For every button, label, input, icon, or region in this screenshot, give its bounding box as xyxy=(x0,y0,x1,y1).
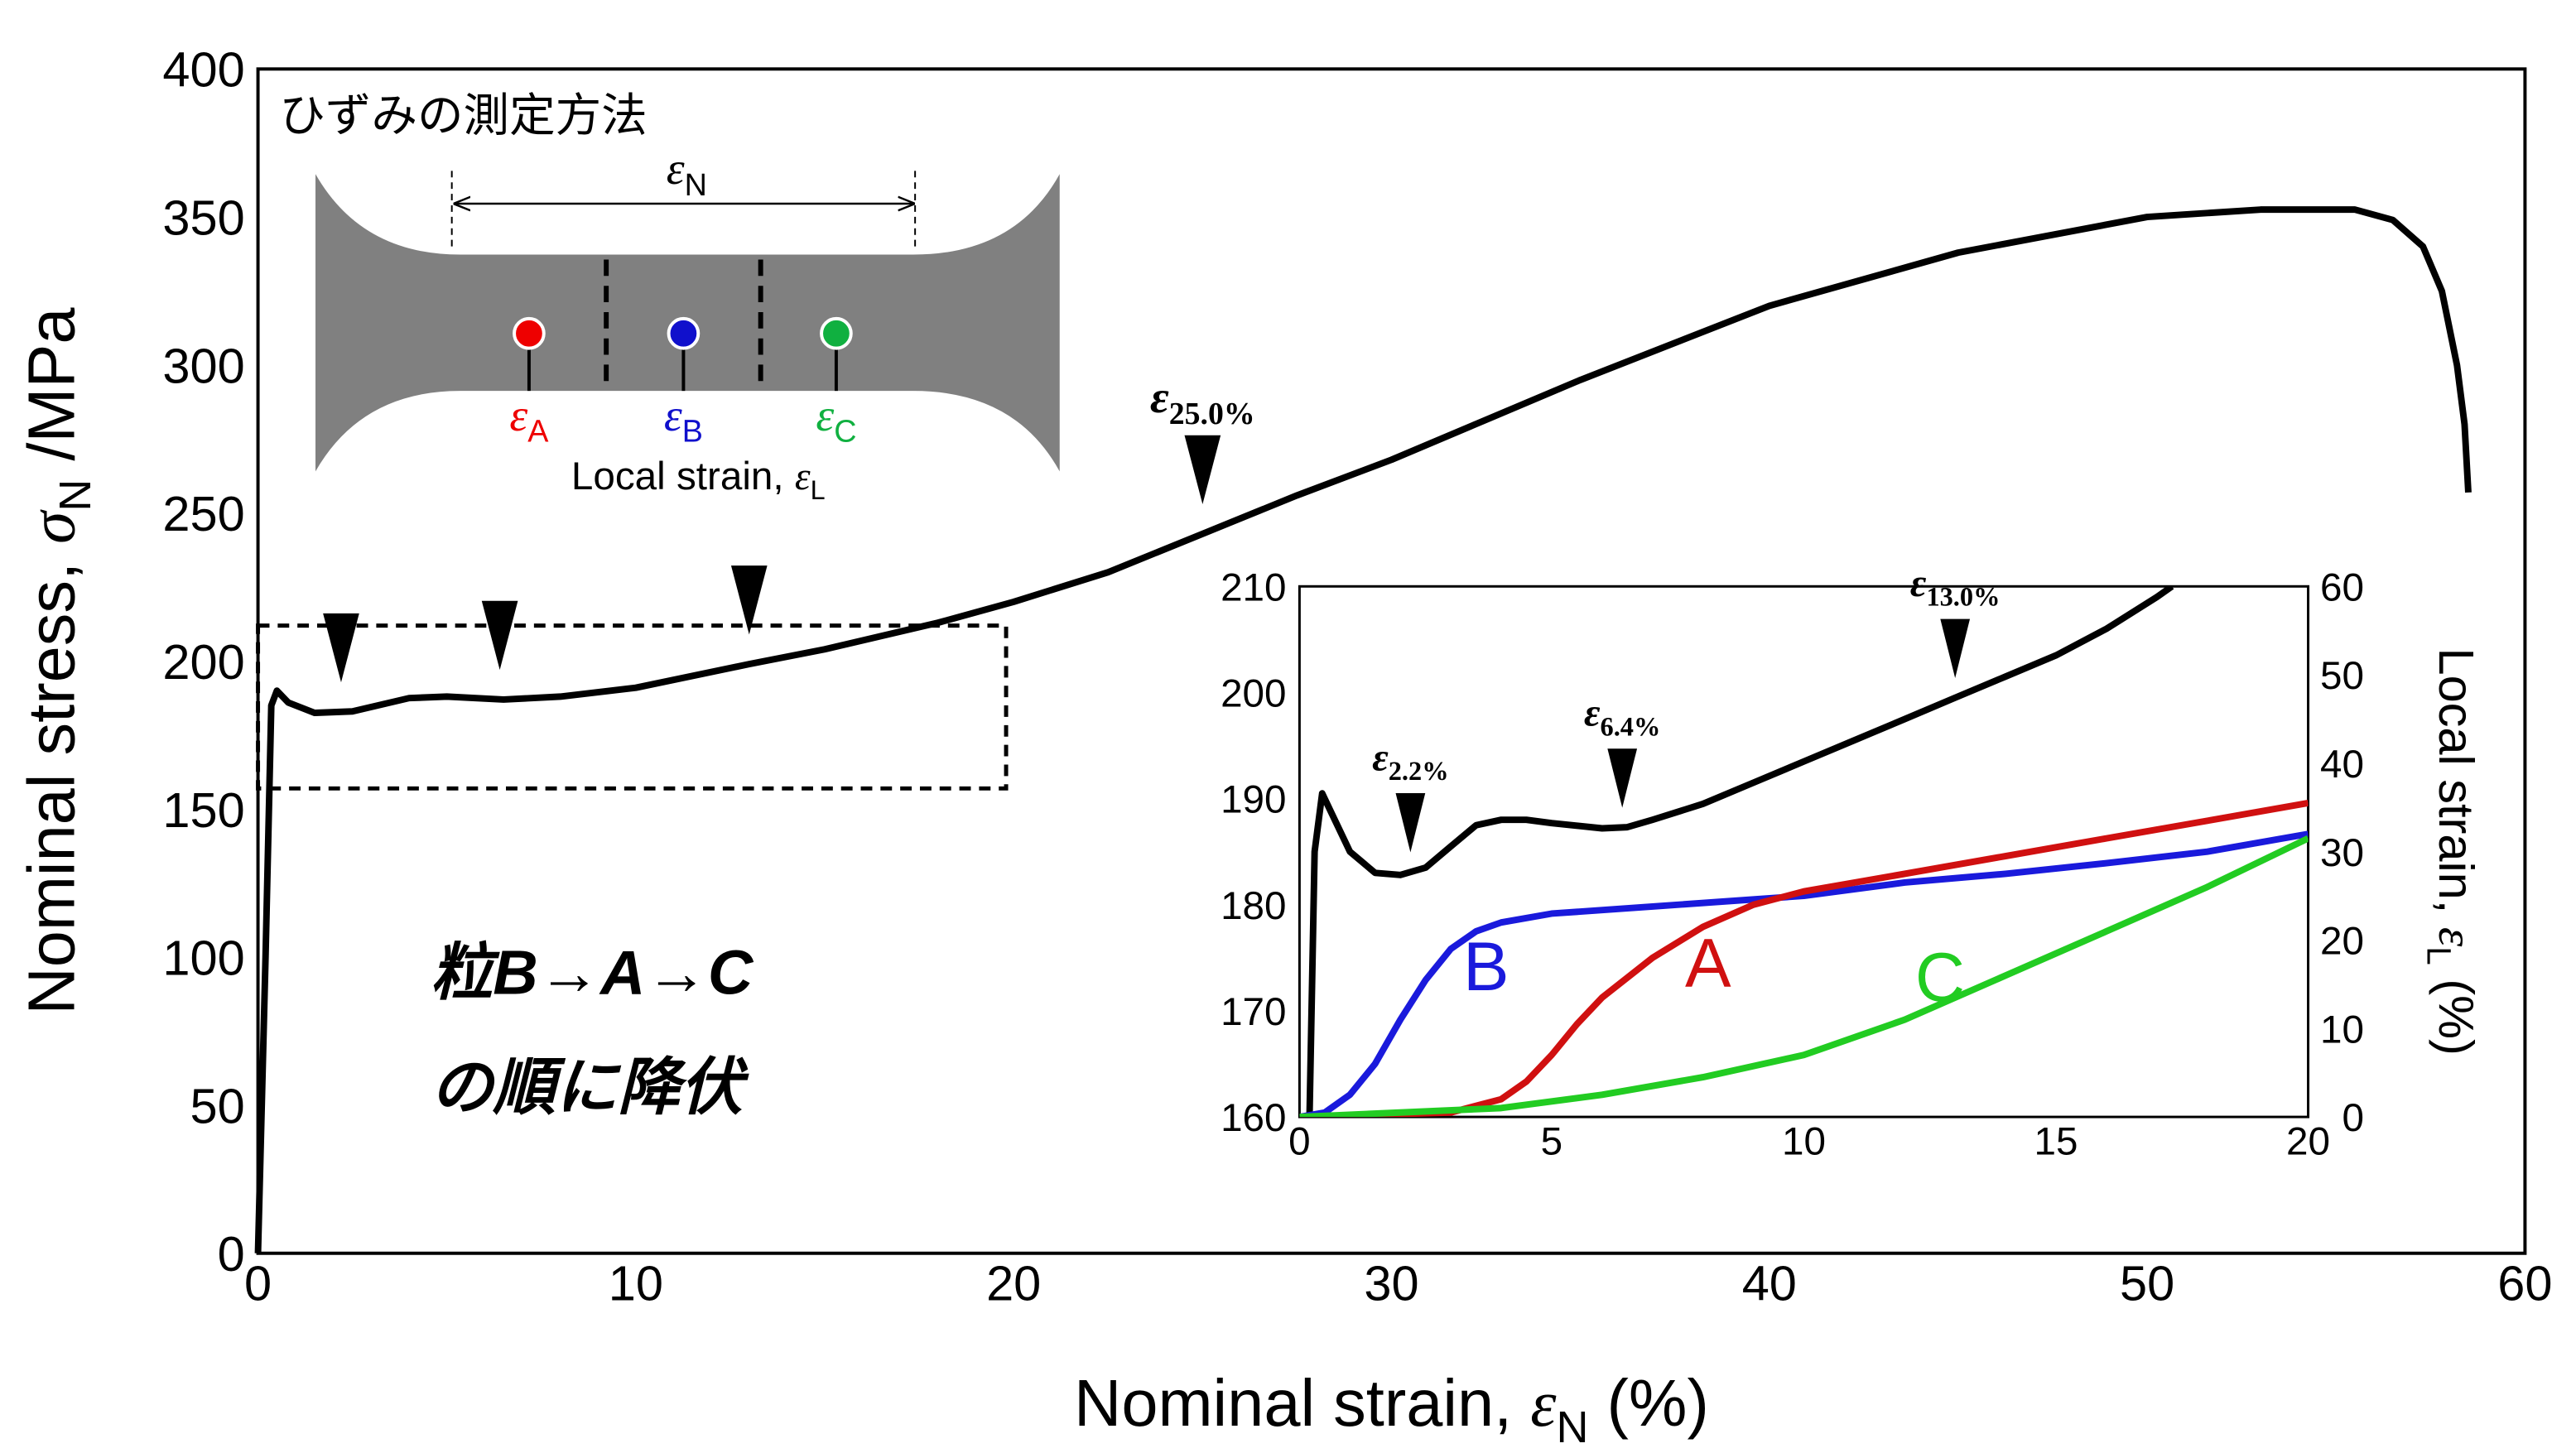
strain-marker xyxy=(1185,435,1221,504)
x-tick-label: 15 xyxy=(2034,1119,2078,1163)
y-tick-label: 0 xyxy=(218,1226,245,1282)
y-axis-label-part: Nominal stress, xyxy=(14,544,88,1015)
y-tick-label: 190 xyxy=(1221,778,1286,822)
y2-tick-label: 50 xyxy=(2320,654,2364,698)
annotation: の順に降伏 xyxy=(431,1052,750,1122)
gauge-label: εN xyxy=(667,143,707,203)
x-tick-label: 40 xyxy=(1742,1255,1797,1311)
x-tick-label: 10 xyxy=(1782,1119,1826,1163)
schematic-caption-part: L xyxy=(811,475,826,505)
series-label: A xyxy=(1685,925,1731,1002)
x-axis-label-part: Nominal strain, xyxy=(1074,1366,1530,1440)
y2-tick-label: 40 xyxy=(2320,743,2364,787)
point-label-part: ε xyxy=(509,390,527,441)
y-tick-label: 100 xyxy=(162,931,244,986)
measure-point xyxy=(821,319,851,349)
measure-point xyxy=(669,319,699,349)
y2-tick-label: 10 xyxy=(2320,1008,2364,1051)
point-label: εC xyxy=(816,390,856,450)
x-tick-label: 10 xyxy=(609,1255,663,1311)
x-tick-label: 30 xyxy=(1364,1255,1418,1311)
y2-axis-label: Local strain, εL (%) xyxy=(2420,647,2484,1055)
y-axis-label-part: /MPa xyxy=(14,307,88,479)
y-tick-label: 170 xyxy=(1221,990,1286,1034)
marker-label-part: 6.4% xyxy=(1601,712,1661,742)
x-axis-label-part: (%) xyxy=(1588,1366,1708,1440)
point-label-part: ε xyxy=(816,390,834,441)
gauge-label-part: N xyxy=(685,168,707,203)
marker-label-part: ε xyxy=(1150,372,1169,423)
marker-label-part: 13.0% xyxy=(1926,583,2000,613)
x-tick-label: 50 xyxy=(2120,1255,2174,1311)
inset-frame xyxy=(1299,586,2308,1117)
schematic-title: ひずみの測定方法 xyxy=(279,90,647,142)
x-tick-label: 0 xyxy=(244,1255,272,1311)
y-tick-label: 180 xyxy=(1221,884,1286,928)
marker-label-part: ε xyxy=(1584,691,1601,734)
y-tick-label: 210 xyxy=(1221,565,1286,609)
y-tick-label: 50 xyxy=(190,1078,245,1133)
marker-label-part: 2.2% xyxy=(1389,757,1449,787)
measure-point xyxy=(514,319,544,349)
y-tick-label: 160 xyxy=(1221,1096,1286,1140)
point-label: εB xyxy=(664,390,703,450)
y2-axis-label-part: (%) xyxy=(2429,965,2484,1056)
point-label-part: ε xyxy=(664,390,682,441)
page: { "chart_data": [ { "type": "line", "x_l… xyxy=(0,0,2576,1453)
y-axis-label-part: N xyxy=(51,479,100,512)
y-tick-label: 400 xyxy=(162,42,244,98)
point-label-part: A xyxy=(527,415,549,450)
schematic-caption: Local strain, εL xyxy=(571,455,826,505)
x-axis-label-part: ε xyxy=(1530,1368,1557,1441)
y-tick-label: 300 xyxy=(162,338,244,393)
schematic-caption-part: ε xyxy=(795,455,811,498)
x-tick-label: 20 xyxy=(2286,1119,2330,1163)
point-label: εA xyxy=(509,390,549,450)
y-tick-label: 200 xyxy=(1221,672,1286,716)
y2-tick-label: 20 xyxy=(2320,920,2364,964)
x-tick-label: 0 xyxy=(1288,1119,1310,1163)
x-tick-label: 5 xyxy=(1541,1119,1562,1163)
x-tick-label: 60 xyxy=(2497,1255,2552,1311)
y-tick-label: 350 xyxy=(162,190,244,246)
x-axis-label-part: N xyxy=(1557,1402,1589,1452)
y-axis-label: Nominal stress, σN /MPa xyxy=(14,307,100,1015)
marker-label: ε25.0% xyxy=(1150,372,1255,431)
marker-label: ε13.0% xyxy=(1910,562,2001,613)
y2-tick-label: 30 xyxy=(2320,831,2364,875)
series-label: C xyxy=(1915,939,1965,1016)
strain-marker xyxy=(482,601,518,670)
series-label: B xyxy=(1463,928,1509,1005)
y2-tick-label: 0 xyxy=(2342,1096,2364,1140)
marker-label-part: ε xyxy=(1372,736,1389,779)
y2-axis-label-part: Local strain, xyxy=(2429,647,2484,926)
marker-label-part: ε xyxy=(1910,562,1927,605)
y2-axis-label-part: L xyxy=(2420,946,2458,965)
y-tick-label: 200 xyxy=(162,634,244,690)
y2-tick-label: 60 xyxy=(2320,565,2364,609)
point-label-part: B xyxy=(682,415,703,450)
gauge-label-part: ε xyxy=(667,143,685,195)
marker-label-part: 25.0% xyxy=(1169,397,1255,431)
schematic-caption-part: Local strain, xyxy=(571,455,795,498)
strain-marker xyxy=(323,613,359,682)
y-tick-label: 250 xyxy=(162,486,244,541)
point-label-part: C xyxy=(834,415,856,450)
figure: 0102030405060050100150200250300350400Nom… xyxy=(0,0,2576,1453)
x-tick-label: 20 xyxy=(986,1255,1041,1311)
x-axis-label: Nominal strain, εN (%) xyxy=(1074,1366,1709,1452)
annotation: 粒B→A→C xyxy=(431,937,754,1007)
y-tick-label: 150 xyxy=(162,782,244,838)
y2-axis-label-part: ε xyxy=(2429,927,2483,947)
y-axis-label-part: σ xyxy=(16,509,89,544)
